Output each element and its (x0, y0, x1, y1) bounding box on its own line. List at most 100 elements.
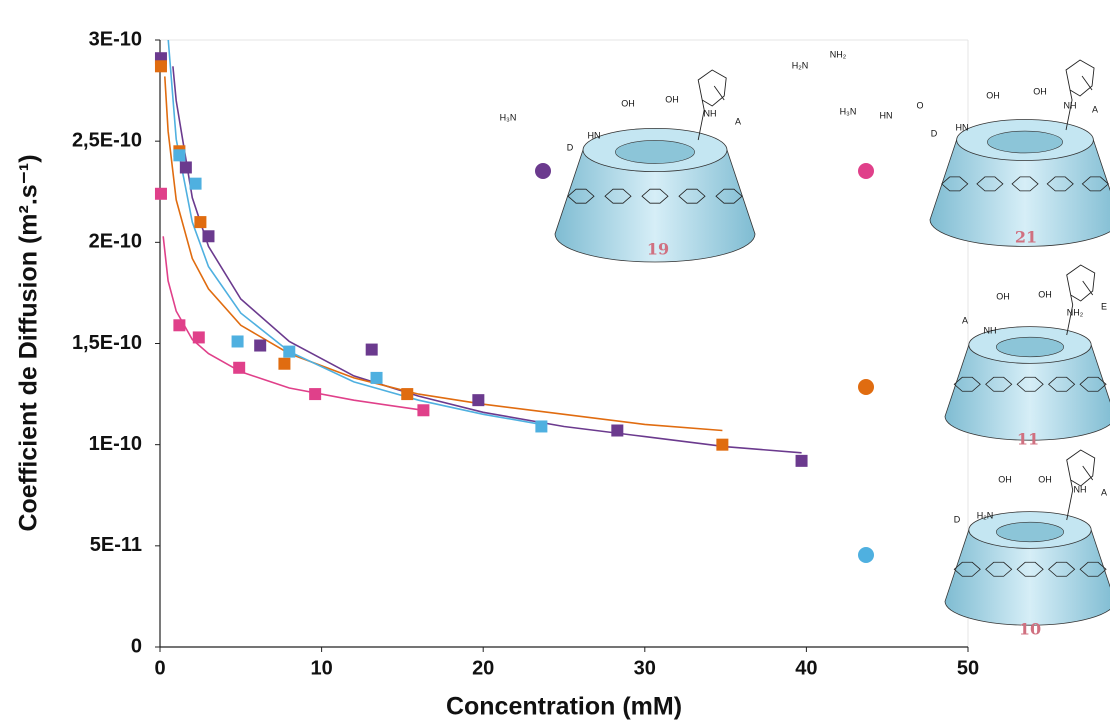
chem-label: OH (986, 90, 1000, 100)
data-point (173, 319, 186, 332)
compound-number: 10 (1019, 620, 1041, 639)
chem-label: NH (704, 108, 717, 118)
data-point (231, 335, 244, 348)
data-point (254, 339, 267, 352)
fit-curve (172, 66, 802, 454)
data-point (417, 404, 430, 417)
data-point (154, 187, 167, 200)
y-tick-label: 2E-10 (89, 231, 142, 253)
data-point (472, 394, 485, 407)
sugar-ring (1016, 561, 1044, 577)
data-point (189, 177, 202, 190)
y-axis-title: Coefficient de Diffusion (m².s⁻¹) (15, 154, 43, 531)
chem-label: HN (880, 110, 893, 120)
molecule: 10 OH OH NH A H₂N D (858, 449, 1110, 639)
data-point (535, 420, 548, 433)
chem-label: H₂N (792, 60, 809, 70)
y-tick-label: 1E-10 (89, 433, 142, 455)
x-tick-label: 40 (795, 657, 817, 679)
adamantane (1066, 449, 1096, 521)
data-point (309, 388, 322, 401)
chem-label: NH (1074, 484, 1087, 494)
fit-curve (162, 236, 424, 412)
adamantane (697, 69, 727, 141)
chem-label: OH (996, 291, 1010, 301)
x-tick-label: 50 (957, 657, 979, 679)
chem-label: OH (621, 98, 635, 108)
legend-dot (535, 163, 551, 179)
data-point (365, 343, 378, 356)
chem-label: O (916, 100, 923, 110)
data-point (716, 438, 729, 451)
sugar-ring (678, 188, 706, 204)
y-tick-label: 3E-10 (89, 28, 142, 50)
sugar-ring (953, 376, 981, 392)
sugar-ring (604, 188, 632, 204)
chem-label: OH (665, 94, 679, 104)
chem-label: HN (588, 130, 601, 140)
data-point (370, 371, 383, 384)
chem-label: A (1101, 487, 1107, 497)
chem-label: H₃N (500, 112, 517, 122)
data-point (401, 388, 414, 401)
x-tick-label: 0 (154, 657, 165, 679)
chem-label: H₂N (977, 510, 994, 520)
data-point (795, 454, 808, 467)
chem-label: A (962, 315, 968, 325)
x-tick-label: 30 (634, 657, 656, 679)
data-point (283, 345, 296, 358)
sugar-ring (1079, 561, 1107, 577)
y-tick-label: 0 (131, 635, 142, 657)
data-point (192, 331, 205, 344)
sugar-ring (1011, 176, 1039, 192)
cone-cavity (996, 336, 1064, 358)
data-point (278, 357, 291, 370)
sugar-ring (976, 176, 1004, 192)
adamantane (1065, 59, 1095, 131)
chem-label: A (1092, 104, 1098, 114)
legend-dot (858, 163, 874, 179)
compound-number: 11 (1017, 430, 1039, 449)
molecule: 19 H₃N OH OH NH A D HN (500, 69, 756, 263)
chem-label: D (954, 514, 961, 524)
sugar-ring (1016, 376, 1044, 392)
sugar-ring (985, 376, 1013, 392)
chem-label: D (567, 142, 574, 152)
sugar-ring (1046, 176, 1074, 192)
cone-body (554, 149, 756, 263)
chem-label: OH (1033, 86, 1047, 96)
chem-label: OH (1038, 289, 1052, 299)
y-tick-label: 2,5E-10 (72, 129, 142, 151)
cone-cavity (996, 521, 1064, 543)
x-axis-title: Concentration (mM) (446, 693, 682, 721)
molecule: 21 NH₂ H₂N H₃N HN O OH OH NH A D HN (792, 49, 1110, 247)
chem-label: NH₂ (1067, 307, 1084, 317)
chem-label: NH (984, 325, 997, 335)
sugar-ring (1081, 176, 1109, 192)
sugar-ring (1047, 561, 1076, 577)
fit-curve (167, 40, 542, 426)
sugar-ring (1079, 376, 1107, 392)
compound-number: 21 (1015, 228, 1037, 247)
sugar-ring (567, 188, 595, 204)
data-point (233, 361, 246, 374)
chem-label: HN (956, 122, 969, 132)
cone-body (944, 529, 1110, 626)
y-tick-label: 1,5E-10 (72, 332, 142, 354)
sugar-ring (641, 188, 669, 204)
chem-label: NH (1064, 100, 1077, 110)
adamantane (1066, 264, 1096, 336)
chem-label: OH (998, 474, 1012, 484)
sugar-ring (953, 561, 981, 577)
chem-label: E (1101, 301, 1107, 311)
sugar-ring (941, 176, 969, 192)
cone-body (944, 344, 1110, 441)
data-point (611, 424, 624, 437)
sugar-ring (985, 561, 1013, 577)
data-point (154, 60, 167, 73)
cone-cavity (615, 140, 695, 164)
x-tick-label: 20 (472, 657, 494, 679)
legend-dot (858, 379, 874, 395)
molecule: 11 OH OH NH₂ E A NH (858, 264, 1110, 449)
